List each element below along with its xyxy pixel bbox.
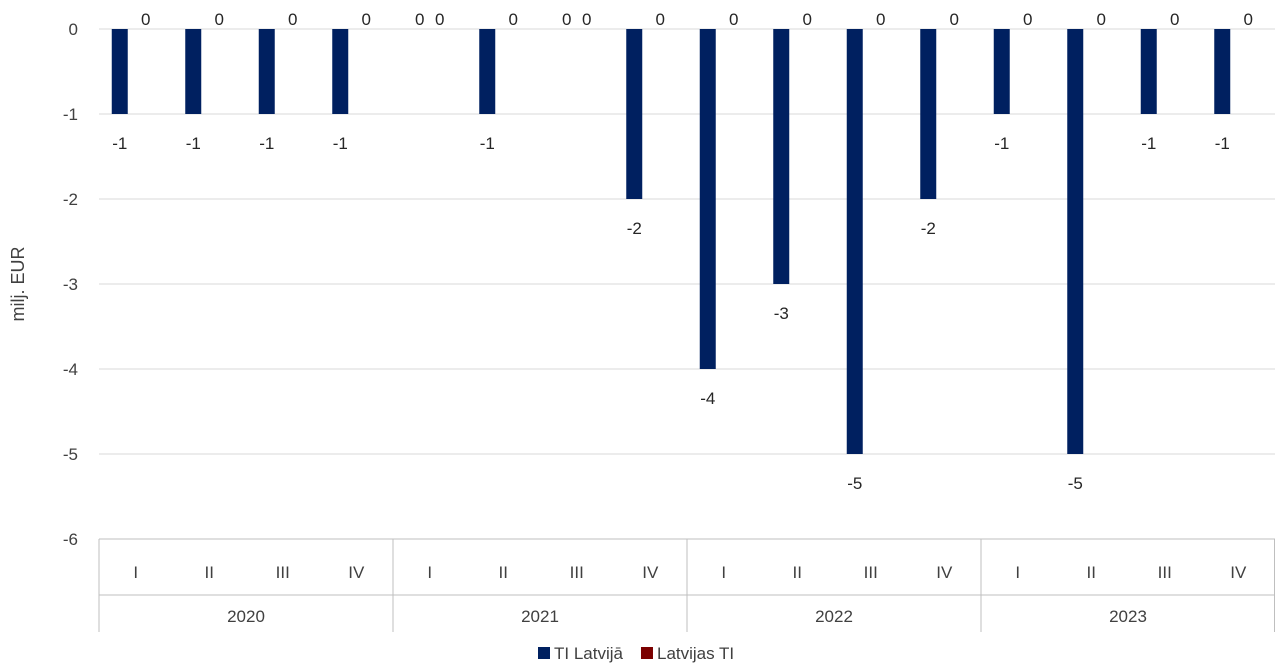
y-tick-label: -6: [63, 530, 78, 549]
data-label: -1: [333, 134, 348, 153]
data-labels: -1 -1 -1 -1 -1-2-4-3-5-2-1-5-1 -10 0 0 0 0 0 0 0 0 0 0 0…: [112, 10, 1253, 493]
data-label: 0: [509, 10, 518, 29]
legend-label: TI Latvijā: [554, 644, 624, 663]
data-label: -1: [1215, 134, 1230, 153]
bar: [920, 29, 937, 199]
group-label: 2023: [1109, 607, 1147, 626]
group-label: 2021: [521, 607, 559, 626]
y-tick-label: 0: [69, 20, 78, 39]
bar: [993, 29, 1010, 114]
data-label: -3: [774, 304, 789, 323]
data-label: -4: [700, 389, 715, 408]
data-label: 0: [582, 10, 591, 29]
data-label: 0: [1023, 10, 1032, 29]
data-label: 0: [362, 10, 371, 29]
bar: [1067, 29, 1084, 454]
y-tick-label: -2: [63, 190, 78, 209]
data-label: -1: [1141, 134, 1156, 153]
bar: [626, 29, 643, 199]
gridlines: [99, 28, 1275, 455]
data-label: -5: [1068, 474, 1083, 493]
data-label: 0: [803, 10, 812, 29]
data-label: 0: [415, 10, 424, 29]
x-tick-label: IV: [642, 563, 659, 582]
data-label: 0: [729, 10, 738, 29]
data-label: 0: [141, 10, 150, 29]
y-tick-label: -1: [63, 105, 78, 124]
x-tick-label: II: [499, 563, 508, 582]
legend-swatch: [640, 647, 653, 659]
y-tick-label: -4: [63, 360, 78, 379]
y-axis-tick-labels: 0 -1 -2 -3 -4 -5 -6: [63, 20, 78, 549]
bars: [111, 29, 1231, 454]
data-label: -1: [259, 134, 274, 153]
x-tick-label: IV: [348, 563, 365, 582]
x-tick-label: IV: [1230, 563, 1247, 582]
bar: [846, 29, 863, 454]
data-label: -1: [186, 134, 201, 153]
y-axis-label: milj. EUR: [8, 247, 28, 322]
x-tick-label: I: [1015, 563, 1020, 582]
data-label: 0: [1170, 10, 1179, 29]
x-tick-label: II: [793, 563, 802, 582]
data-label: -2: [627, 219, 642, 238]
bar: [185, 29, 202, 114]
x-tick-label: II: [205, 563, 214, 582]
data-label: 0: [1097, 10, 1106, 29]
x-tick-label: I: [427, 563, 432, 582]
x-tick-label: I: [133, 563, 138, 582]
data-label: 0: [656, 10, 665, 29]
data-label: -1: [480, 134, 495, 153]
data-label: 0: [215, 10, 224, 29]
data-label: 0: [876, 10, 885, 29]
group-label: 2022: [815, 607, 853, 626]
data-label: 0: [435, 10, 444, 29]
data-label: -2: [921, 219, 936, 238]
bar: [258, 29, 275, 114]
x-tick-label: III: [864, 563, 878, 582]
x-tick-label: III: [570, 563, 584, 582]
bar: [1214, 29, 1231, 114]
data-label: 0: [950, 10, 959, 29]
x-tick-label: IV: [936, 563, 953, 582]
data-label: -1: [994, 134, 1009, 153]
data-label: 0: [288, 10, 297, 29]
x-tick-label: I: [721, 563, 726, 582]
group-label: 2020: [227, 607, 265, 626]
data-label: -1: [112, 134, 127, 153]
y-tick-label: -3: [63, 275, 78, 294]
bar: [773, 29, 790, 284]
data-label: 0: [562, 10, 571, 29]
x-tick-label: II: [1087, 563, 1096, 582]
y-tick-label: -5: [63, 445, 78, 464]
data-label: -5: [847, 474, 862, 493]
x-tick-label: III: [1158, 563, 1172, 582]
bar: [1140, 29, 1157, 114]
bar: [479, 29, 496, 114]
legend: TI Latvijā Latvijas TI: [538, 644, 734, 663]
legend-swatch: [538, 647, 550, 659]
data-label: 0: [1244, 10, 1253, 29]
legend-label: Latvijas TI: [657, 644, 734, 663]
bar: [111, 29, 128, 114]
x-tick-label: III: [276, 563, 290, 582]
bar: [699, 29, 716, 369]
bar: [332, 29, 349, 114]
